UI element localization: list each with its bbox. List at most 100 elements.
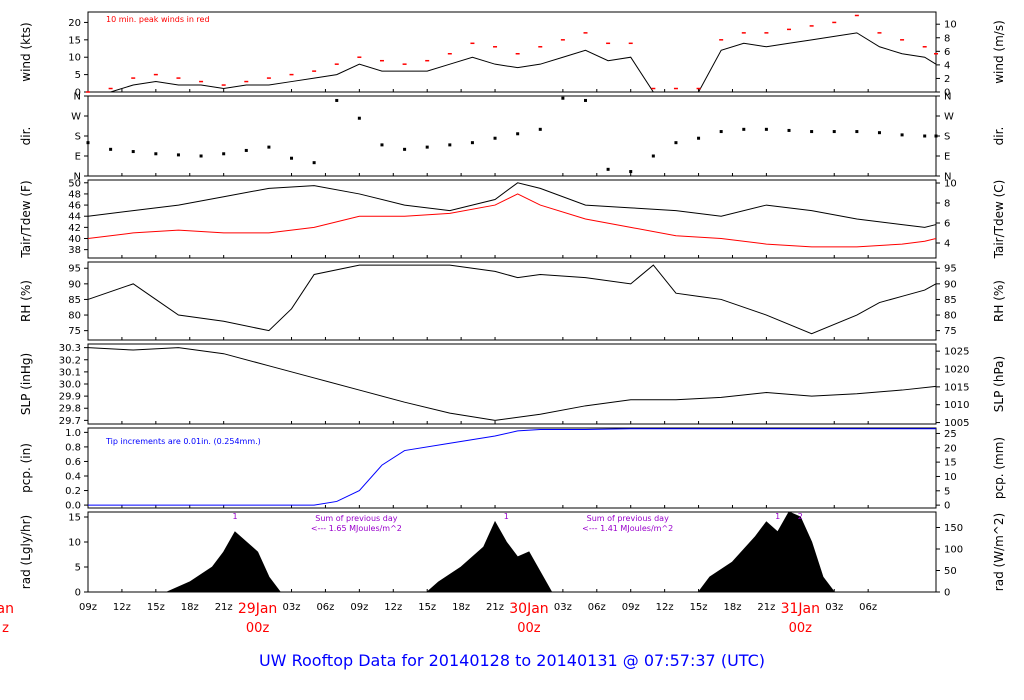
temp-ytick-left-label: 48	[68, 189, 81, 200]
rh-ytick-left-label: 85	[68, 295, 81, 306]
dir-point	[222, 152, 226, 156]
dir-point	[538, 127, 542, 131]
wind-ytick-left-label: 5	[75, 70, 81, 81]
pcp-ytick-left-label: 0.8	[65, 442, 81, 453]
rad-annotation: Sum of previous day	[315, 514, 397, 523]
slp-ytick-left-label: 29.8	[59, 404, 81, 415]
dir-ytick-left-label: N	[74, 172, 81, 183]
rad-annotation: <--- 1.65 MJoules/m^2	[311, 524, 402, 533]
dir-point	[606, 167, 610, 171]
wind-ylabel-left: wind (kts)	[19, 22, 33, 81]
pcp-ytick-right-label: 25	[944, 429, 957, 440]
x-tick-label: 18z	[181, 602, 199, 613]
rad-ytick-left-label: 10	[68, 538, 81, 549]
dir-point	[719, 130, 723, 134]
x-tick-label: 09z	[622, 602, 640, 613]
slp-ytick-right-label: 1015	[944, 382, 969, 393]
dir-point	[855, 130, 859, 134]
rh-ytick-right-label: 75	[944, 326, 957, 337]
temp-ytick-left-label: 44	[68, 212, 81, 223]
dir-point	[403, 147, 407, 151]
x-date-hour: 00z	[789, 621, 813, 636]
dir-ytick-left-label: E	[75, 152, 81, 163]
rad-annotation: <--- 1.41 MJoules/m^2	[582, 524, 673, 533]
dir-point	[810, 130, 814, 134]
wind-ytick-right-label: 4	[944, 60, 950, 71]
dir-ylabel-right: dir.	[992, 127, 1006, 146]
x-tick-label: 15z	[147, 602, 165, 613]
rh-ytick-left-label: 95	[68, 264, 81, 275]
slp-ylabel-left: SLP (inHg)	[19, 353, 33, 415]
slp-frame	[87, 343, 937, 425]
x-tick-label: 12z	[113, 602, 131, 613]
dir-point	[516, 132, 520, 136]
panel-slp: 29.729.829.930.0 30.130.230.3 1005 1010 1015…	[19, 343, 1006, 429]
pcp-frame	[87, 427, 937, 509]
dir-point	[154, 152, 158, 156]
dir-point	[764, 127, 768, 131]
x-tick-label: 03z	[554, 602, 572, 613]
rh-ytick-left-label: 90	[68, 279, 81, 290]
rad-ytick-right-label: 100	[944, 544, 963, 555]
dir-point	[787, 128, 791, 132]
slp-ytick-left-label: 30.1	[59, 367, 81, 378]
wind-ytick-left-label: 10	[68, 53, 81, 64]
x-tick-label: 15z	[418, 602, 436, 613]
slp-ytick-right-label: 1020	[944, 365, 969, 376]
rh-ytick-right-label: 95	[944, 264, 957, 275]
dir-point	[312, 161, 316, 165]
dir-ytick-left-label: W	[71, 112, 81, 123]
temp-ytick-left-label: 50	[68, 178, 81, 189]
slp-line-slp	[87, 347, 937, 421]
rad-marker: 1	[504, 512, 509, 521]
panel-wind: 0 5 10 15 20 0 2 4 6 8 10 wind (kts) wind (m/s) 10 mi…	[19, 11, 1006, 99]
pcp-ytick-left-label: 0.2	[65, 486, 81, 497]
x-tick-label: 21z	[486, 602, 504, 613]
dir-point	[448, 143, 452, 147]
x-tick-label: 03z	[283, 602, 301, 613]
rh-ytick-left-label: 80	[68, 311, 81, 322]
rad-ytick-left-label: 15	[68, 513, 81, 524]
temp-ytick-right-label: 10	[944, 179, 957, 190]
wind-ytick-right-label: 0	[944, 88, 950, 99]
slp-ytick-right-label: 1005	[944, 418, 969, 429]
x-tick-label: 12z	[384, 602, 402, 613]
x-tick-label: 12z	[656, 602, 674, 613]
dir-point	[493, 136, 497, 140]
rad-ytick-left-label: 5	[75, 563, 81, 574]
slp-ytick-left-label: 30.3	[59, 343, 81, 354]
pcp-ytick-right-label: 0	[944, 501, 950, 512]
pcp-annotation: Tip increments are 0.01in. (0.254mm.)	[105, 437, 261, 446]
temp-line-tair	[87, 182, 937, 228]
x-date-label: 30Jan	[509, 601, 548, 617]
wind-annotation: 10 min. peak winds in red	[106, 15, 210, 24]
rad-ylabel-left: rad (Lgly/hr)	[19, 515, 33, 589]
temp-line-tdew	[87, 193, 937, 248]
pcp-ytick-left-label: 1.0	[65, 428, 81, 439]
pcp-ylabel-right: pcp. (mm)	[992, 437, 1006, 499]
rad-area	[166, 511, 836, 593]
wind-ytick-left-label: 15	[68, 35, 81, 46]
dir-point	[742, 127, 746, 131]
rh-ylabel-left: RH (%)	[19, 280, 33, 322]
dir-point	[832, 130, 836, 134]
dir-point	[199, 154, 203, 158]
pcp-ytick-left-label: 0.6	[65, 457, 81, 468]
temp-ylabel-left: Tair/Tdew (F)	[19, 180, 33, 258]
x-date-label: 31Jan	[781, 601, 820, 617]
dir-point	[131, 150, 135, 154]
dir-point	[629, 170, 633, 174]
pcp-ytick-right-label: 15	[944, 458, 957, 469]
wind-ytick-left-label: 20	[68, 18, 81, 29]
rad-ylabel-right: rad (W/m^2)	[992, 513, 1006, 591]
wind-ylabel-right: wind (m/s)	[992, 20, 1006, 84]
pcp-ytick-left-label: 0.4	[65, 472, 81, 483]
pcp-ylabel-left: pcp. (in)	[19, 443, 33, 493]
dir-point	[934, 134, 938, 138]
rh-ytick-right-label: 80	[944, 311, 957, 322]
slp-ytick-left-label: 29.9	[59, 392, 81, 403]
x-tick-label: 09z	[350, 602, 368, 613]
x-tick-label: 06z	[316, 602, 334, 613]
